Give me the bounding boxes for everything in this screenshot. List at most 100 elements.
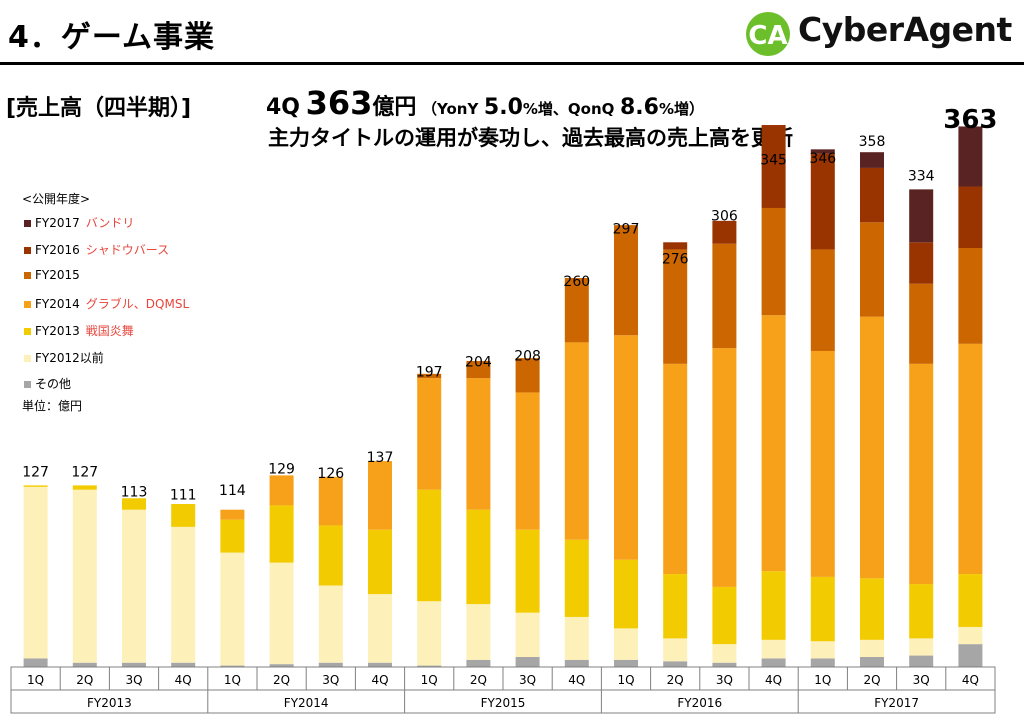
bar-segment <box>860 656 884 667</box>
data-label: 276 <box>662 251 689 267</box>
data-label: 114 <box>219 483 246 499</box>
legend-item: その他 <box>24 375 71 392</box>
bar-segment <box>909 283 934 364</box>
bar-segment <box>761 207 786 316</box>
bar-segment <box>72 662 97 667</box>
bar-segment <box>909 638 934 656</box>
data-label: 129 <box>268 462 295 478</box>
legend-item: FY2015 <box>24 268 80 282</box>
section-label: [売上高（四半期）] <box>6 96 192 121</box>
legend-note: バンドリ <box>85 216 135 230</box>
bar-segment <box>564 616 589 660</box>
bar-segment <box>909 242 934 284</box>
quarter-tick-label: 4Q <box>371 673 388 687</box>
bar-segment <box>417 601 442 666</box>
legend-title: <公開年度> <box>22 192 91 206</box>
bar-segment <box>220 552 245 666</box>
bar-segment <box>515 392 540 530</box>
fiscal-year-label: FY2013 <box>87 696 132 710</box>
bar-segment <box>269 664 294 667</box>
bar-segment <box>958 574 983 627</box>
bar-segment <box>269 475 294 506</box>
legend-label: FY2017 <box>35 216 80 230</box>
cyberagent-logo: CA <box>746 12 790 56</box>
legend-label: その他 <box>35 377 72 391</box>
bar-segment <box>712 662 737 667</box>
quarter-tick-label: 3Q <box>125 673 142 687</box>
headline-yoy-suffix: %増、QonQ <box>522 100 615 118</box>
fiscal-year-label: FY2016 <box>677 696 722 710</box>
quarter-tick-label: 1Q <box>617 673 634 687</box>
bar-segment <box>23 658 48 667</box>
bar-segment <box>318 585 343 663</box>
bar-segment <box>712 243 737 349</box>
data-label: 334 <box>908 168 935 184</box>
bar-segment <box>368 529 392 595</box>
bar-segment <box>220 519 245 553</box>
legend-swatch <box>24 247 31 254</box>
bar-segment <box>614 335 638 560</box>
bar-segment <box>761 315 786 572</box>
bar-segment <box>466 378 491 510</box>
data-label: 137 <box>367 450 394 466</box>
bar-segment <box>171 662 196 667</box>
bar-segment <box>810 641 835 659</box>
legend-swatch <box>24 272 31 279</box>
bar-segment <box>958 126 983 187</box>
bar-segment <box>810 658 835 667</box>
fiscal-year-label: FY2014 <box>284 696 329 710</box>
bar-segment <box>417 665 442 667</box>
legend-swatch <box>24 328 31 335</box>
bar-segment <box>318 525 343 586</box>
quarter-tick-label: 2Q <box>273 673 290 687</box>
data-label: 346 <box>809 151 836 167</box>
legend-note: グラブル、DQMSL <box>85 297 190 311</box>
bar-segment <box>909 655 934 667</box>
headline-quarter: 4Q <box>266 95 301 120</box>
bar-segment <box>909 363 934 585</box>
bar-segment <box>909 189 934 243</box>
legend-label: FY2016 <box>35 243 80 257</box>
bar-segment <box>269 562 294 665</box>
headline-yoy-open: （YonY <box>421 100 479 118</box>
bar-segment <box>220 665 245 667</box>
headline-yoy-value: 5.0 <box>483 95 523 120</box>
logo-mark-circle <box>746 12 790 56</box>
bar-segment <box>72 489 97 663</box>
bar-segment <box>368 461 392 530</box>
bar-segment <box>761 639 786 659</box>
bar-segment <box>761 571 786 640</box>
bar-segment <box>122 509 146 663</box>
data-label: 127 <box>71 464 98 480</box>
bar-segment <box>958 248 983 344</box>
bar-segment <box>663 638 688 662</box>
bar-segment <box>318 476 343 526</box>
data-label: 127 <box>22 464 49 480</box>
bar-segment <box>860 152 884 168</box>
legend-item: FY2017 バンドリ <box>24 214 134 231</box>
bar-segment <box>958 626 983 645</box>
legend-label: FY2012以前 <box>35 351 104 365</box>
data-label: 113 <box>121 484 148 500</box>
bar-segment <box>220 509 245 520</box>
legend-note: 戦国炎舞 <box>85 324 134 338</box>
bar-segment <box>614 559 638 629</box>
bar-segment <box>614 225 638 336</box>
fiscal-year-label: FY2015 <box>481 696 526 710</box>
bar-segment <box>909 584 934 639</box>
title-divider <box>0 62 1024 65</box>
quarter-tick-label: 1Q <box>27 673 44 687</box>
bar-segment <box>761 125 786 208</box>
bar-segment <box>663 363 688 575</box>
bar-segment <box>860 316 884 579</box>
bar-segment <box>810 153 835 250</box>
headline: 4Q 363億円 （YonY 5.0%増、QonQ 8.6%増） <box>266 84 704 122</box>
headline-qoq-suffix: %増） <box>658 100 705 118</box>
data-label: 345 <box>760 153 787 169</box>
quarter-tick-label: 3Q <box>913 673 930 687</box>
bar-segment <box>417 373 442 379</box>
bar-segment <box>958 343 983 575</box>
headline-value: 363 <box>305 84 373 122</box>
quarter-tick-label: 1Q <box>814 673 831 687</box>
data-label: 204 <box>465 354 492 370</box>
